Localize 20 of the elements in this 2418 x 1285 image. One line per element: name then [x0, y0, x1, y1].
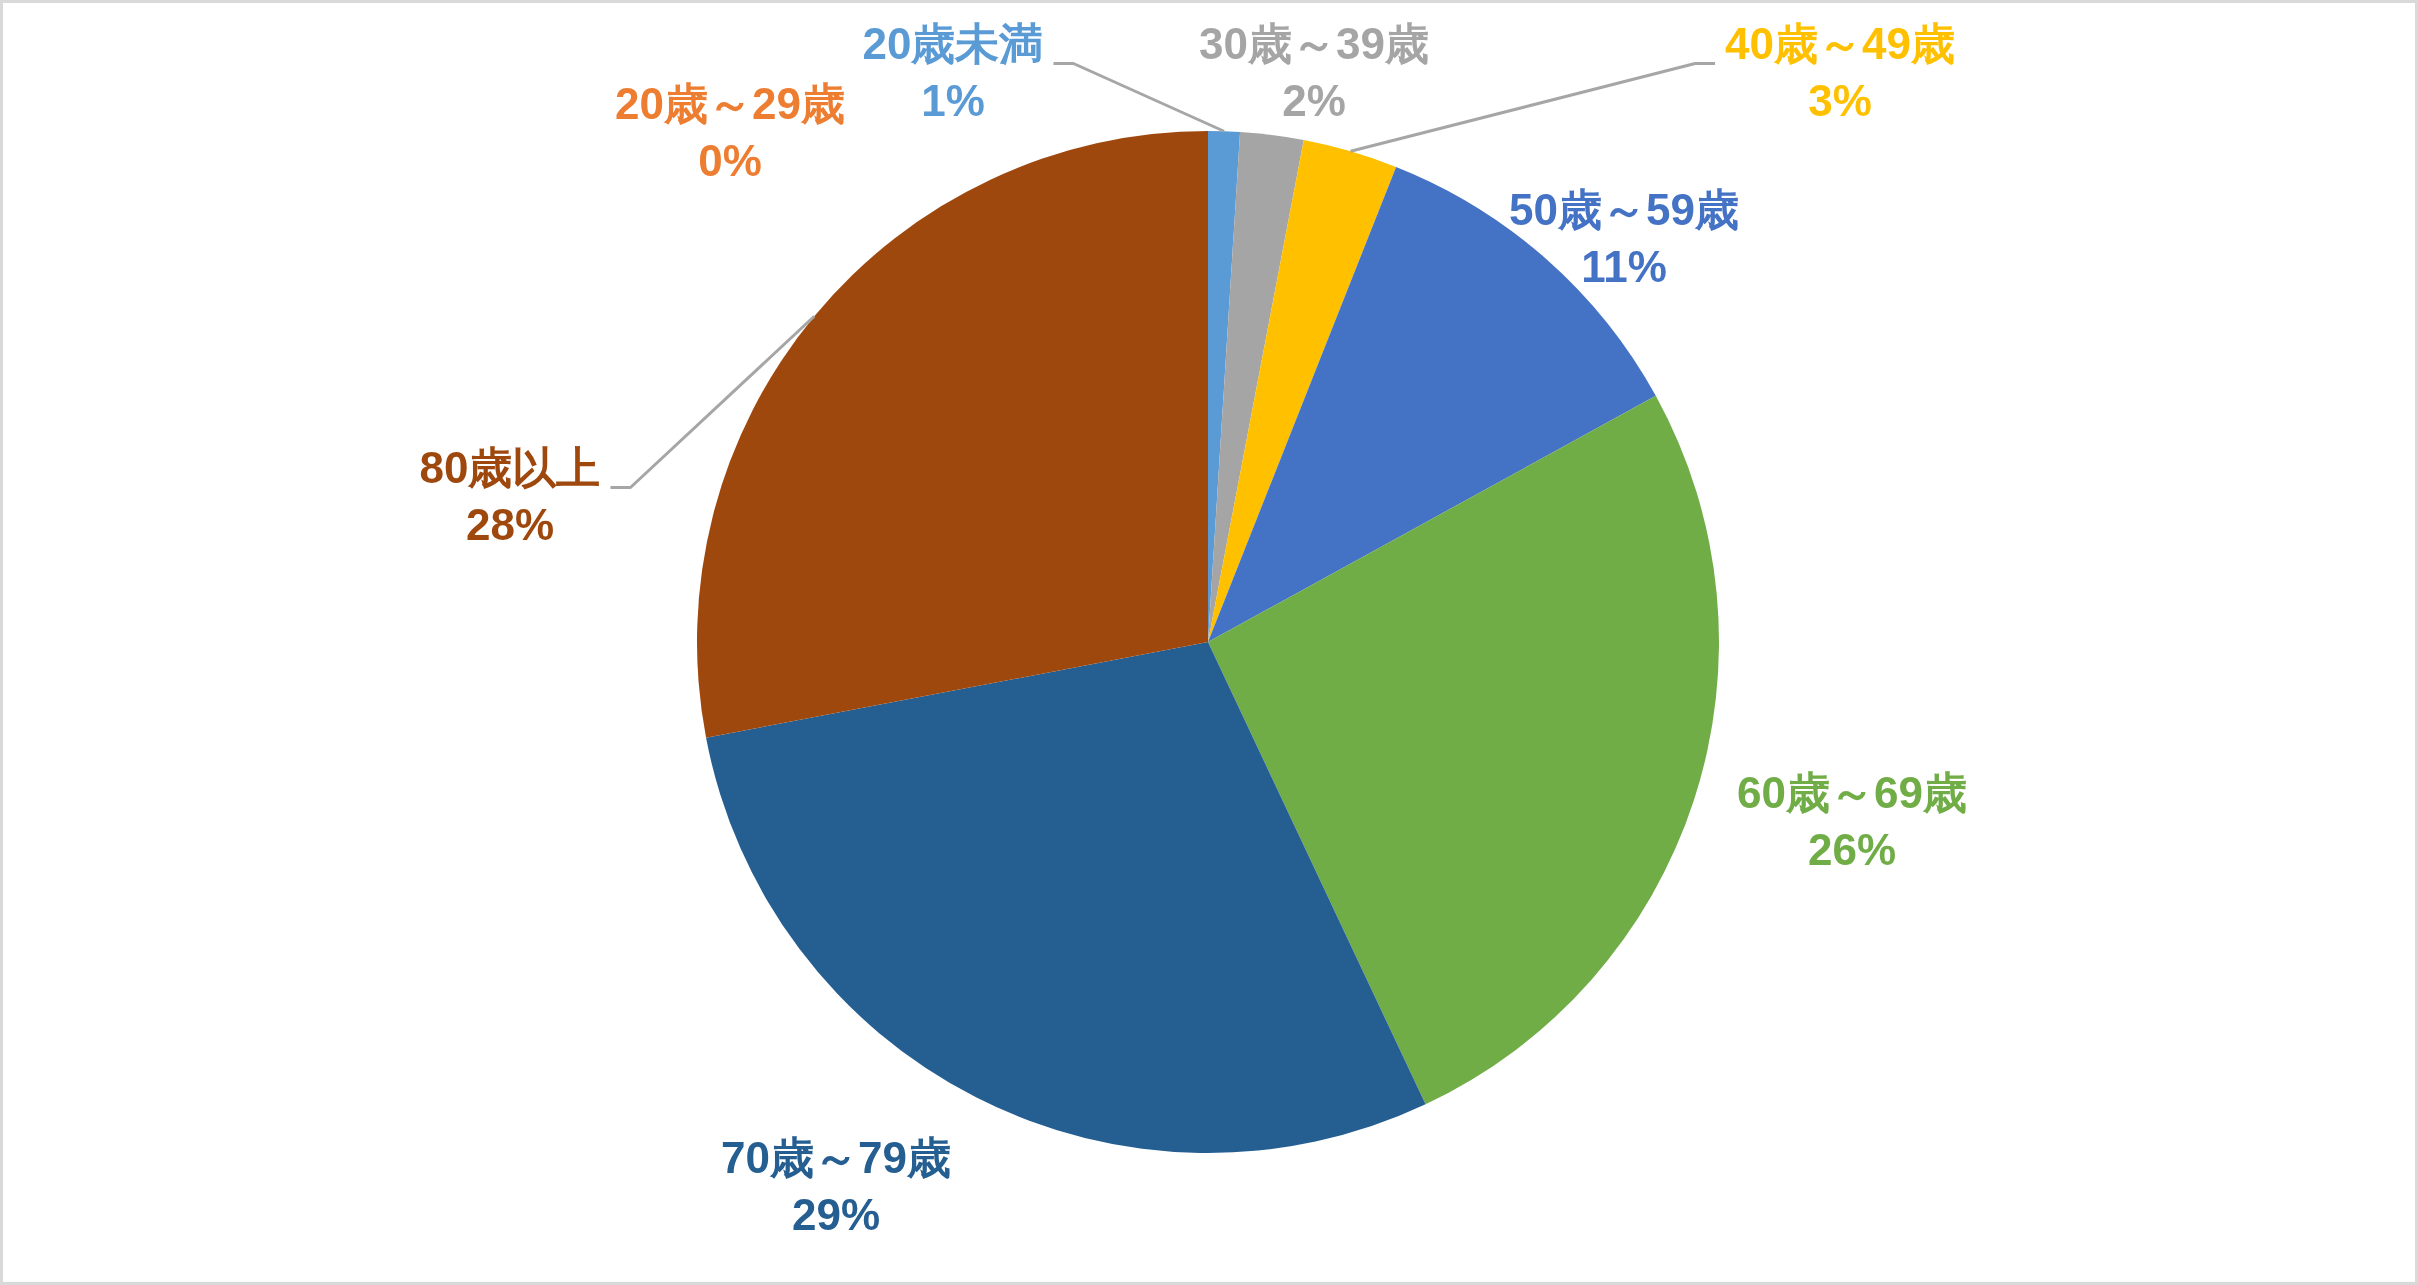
- data-label: 11%: [1581, 241, 1667, 291]
- data-label: 3%: [1808, 75, 1872, 125]
- pie-slice: [1208, 395, 1719, 1105]
- pie-slice: [698, 131, 1208, 738]
- slice-label: 60歳～69歳: [1737, 767, 1967, 817]
- pie-slice: [1208, 132, 1304, 642]
- pie-slice: [1208, 140, 1397, 642]
- data-label: 26%: [1807, 824, 1897, 874]
- slice-label: 50歳～59歳: [1509, 184, 1739, 234]
- data-label: 29%: [791, 1189, 881, 1239]
- slice-label: 20歳未満: [862, 18, 1044, 68]
- category-label: 20歳～29歳: [615, 78, 845, 128]
- slice-label: 80歳以上: [419, 442, 601, 492]
- data-label: 28%: [465, 499, 555, 549]
- data-label: 2%: [1282, 75, 1346, 125]
- data-label: 1%: [921, 75, 985, 125]
- slice-label: 30歳～39歳: [1199, 18, 1429, 68]
- slice-label: 70歳～79歳: [721, 1132, 951, 1182]
- slice-label: 40歳～49歳: [1725, 18, 1955, 68]
- text: 0%: [698, 135, 762, 185]
